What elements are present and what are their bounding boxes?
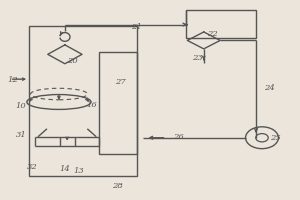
Bar [99,52,136,154]
Text: 10: 10 [16,102,26,110]
Text: 26: 26 [173,133,184,141]
Bar [29,26,136,176]
Text: 16: 16 [86,101,97,109]
Bar [186,10,256,38]
Text: 22: 22 [207,30,218,38]
Text: 13: 13 [73,167,84,175]
Text: 25: 25 [270,134,281,142]
Text: 14: 14 [59,165,70,173]
Text: 27: 27 [115,78,125,86]
Text: 23: 23 [192,54,203,62]
Text: 24: 24 [264,84,275,92]
Text: 28: 28 [112,182,122,190]
Text: 31: 31 [16,131,26,139]
Text: 12: 12 [8,76,19,84]
Text: 20: 20 [67,57,78,65]
Text: 21: 21 [131,23,142,31]
Text: 32: 32 [27,163,38,171]
